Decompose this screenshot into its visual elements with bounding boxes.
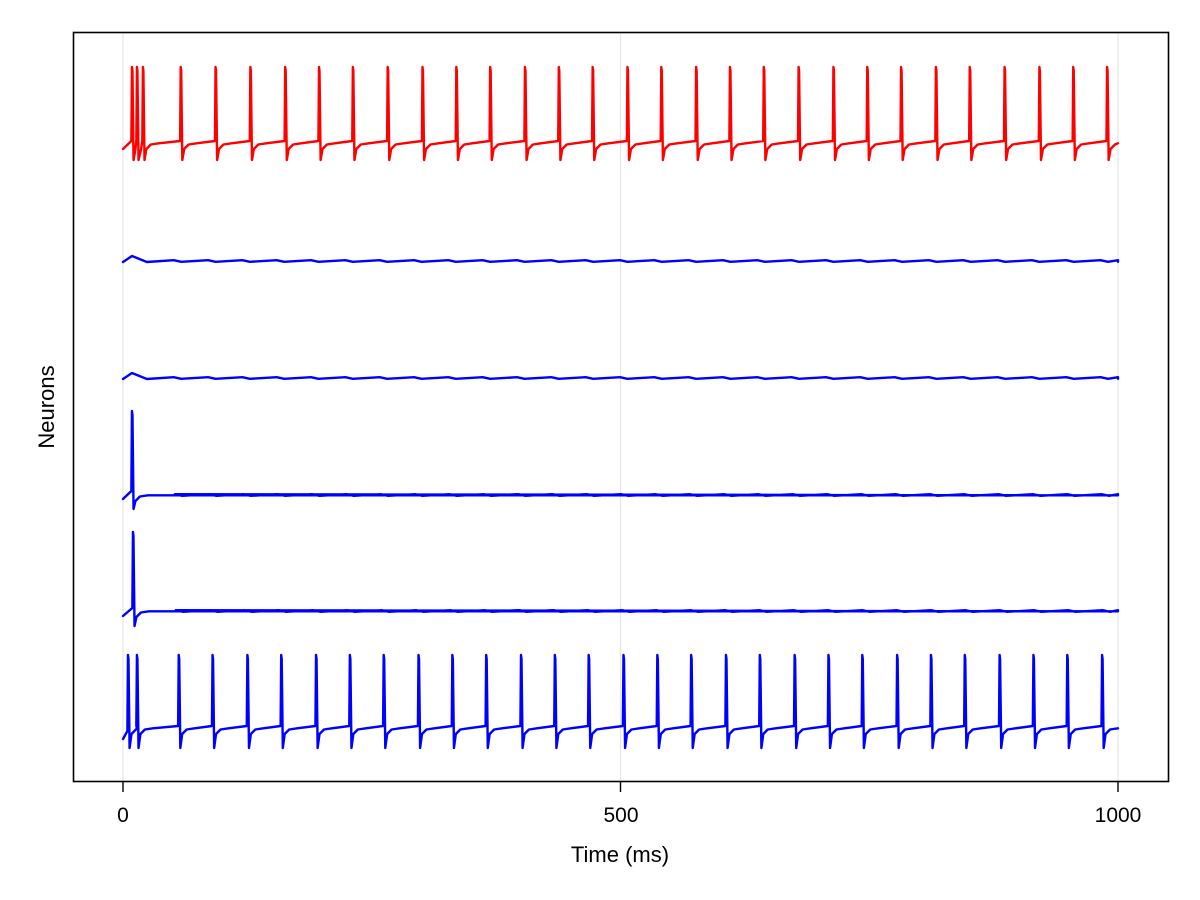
- x-axis-label: Time (ms): [571, 842, 669, 867]
- neuron-traces: [121, 65, 1120, 750]
- x-tick-label-500: 500: [603, 804, 638, 827]
- neuron-trace-2: [121, 254, 1120, 264]
- y-axis-label: Neurons: [34, 365, 59, 448]
- x-axis-ticks: [122, 782, 1119, 792]
- neuron-trace-6: [121, 653, 1120, 750]
- x-gridlines: [122, 33, 1119, 781]
- neuron-trace-4: [121, 409, 1120, 511]
- plot-frame: [72, 31, 1170, 783]
- x-tick-label-1000: 1000: [1095, 804, 1142, 827]
- x-tick-label-0: 0: [117, 804, 129, 827]
- neuron-trace-5: [121, 530, 1120, 628]
- neuron-trace-1: [121, 65, 1120, 162]
- neuron-trace-3: [121, 371, 1120, 381]
